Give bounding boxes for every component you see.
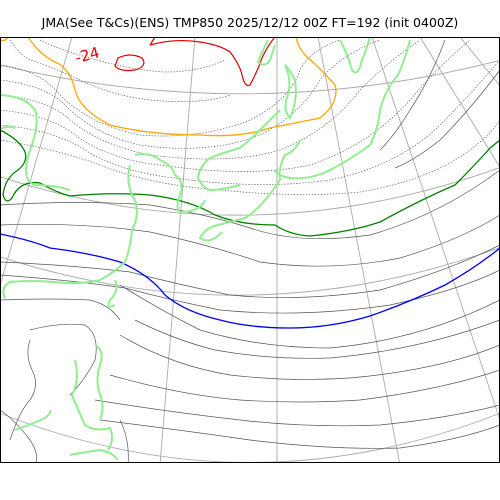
latitude-line (0, 166, 500, 216)
isotherm-line (94, 399, 500, 427)
isotherm-line (0, 244, 500, 298)
isotherm-line (0, 214, 500, 267)
kamchatka-coast (256, 39, 276, 66)
alaska-coast-east (274, 39, 411, 180)
isotherm-line (109, 369, 500, 403)
longitude-line (459, 37, 500, 87)
isotherm-line (0, 119, 500, 195)
mainland-coast (0, 94, 71, 191)
isotherm-line (29, 323, 97, 396)
sakhalin-coast (196, 109, 281, 192)
longitude-line (371, 37, 500, 421)
asia-coast (134, 153, 206, 214)
isotherm-line (134, 319, 500, 359)
kuril-coast (284, 64, 297, 120)
isotherm-line (0, 298, 121, 321)
longitude-line (317, 37, 401, 463)
red-isotherm (149, 37, 276, 87)
longitude-grid (0, 37, 500, 463)
map-title: JMA(See T&Cs)(ENS) TMP850 2025/12/12 00Z… (41, 15, 459, 30)
isotherm-line (0, 39, 381, 149)
isotherm-line (0, 409, 37, 463)
isotherm-line (39, 39, 226, 73)
blue-isotherm (0, 233, 500, 329)
latitude-line (0, 59, 500, 95)
alaska-coast-north (0, 125, 16, 131)
asia-coast-west (2, 164, 138, 299)
isotherm-line (0, 269, 500, 314)
isotherm-line (99, 419, 500, 449)
green-isotherm (0, 129, 500, 237)
isotherm-line (0, 59, 500, 185)
alaska-coast (339, 37, 371, 74)
isotherm-line (119, 334, 500, 380)
japan-coast-1 (94, 344, 104, 421)
solid-isotherms (0, 39, 500, 463)
orange-isotherm (27, 37, 337, 137)
japan-coast-4 (69, 448, 119, 461)
peninsula-coast (107, 279, 118, 308)
japan-coast-3 (14, 409, 52, 431)
isotherm-line (119, 419, 129, 463)
longitude-line (0, 37, 73, 288)
dotted-isotherms (0, 39, 500, 195)
isotherm-line (0, 39, 421, 160)
longitude-line (419, 37, 500, 169)
isotherm-line (394, 69, 500, 169)
isotherm-line (0, 169, 500, 240)
isotherm-line (0, 39, 471, 172)
isotherm-line (119, 284, 500, 349)
latitude-line (0, 246, 500, 296)
contour-label: -24 (73, 43, 101, 67)
isotherm-line (379, 39, 446, 151)
okhotsk-coast (198, 139, 301, 242)
red-isotherm-loop (114, 54, 145, 72)
longitude-line (159, 37, 196, 463)
isotherm-line (9, 339, 36, 441)
japan-coast-2 (70, 359, 114, 451)
